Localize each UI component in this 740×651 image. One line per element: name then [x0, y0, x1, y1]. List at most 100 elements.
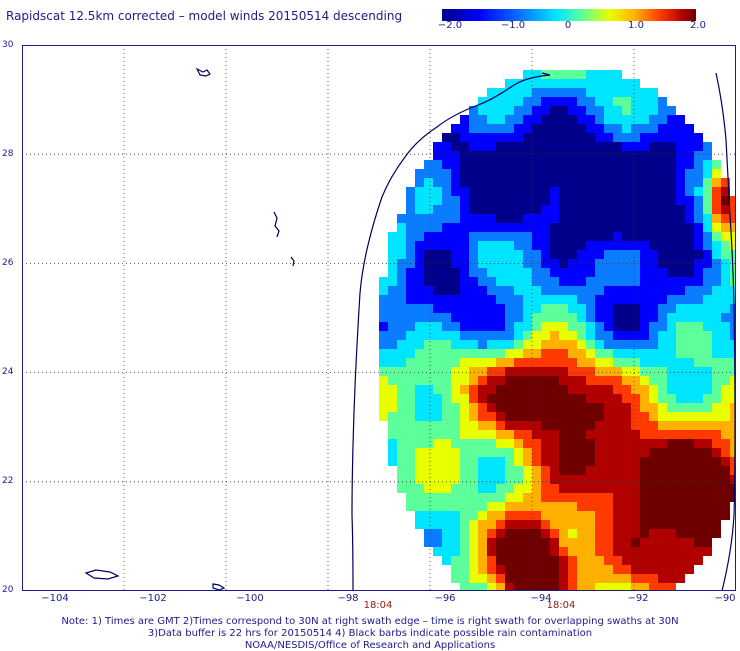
wind-cell: [523, 88, 532, 97]
wind-cell: [595, 493, 604, 502]
wind-cell: [703, 529, 712, 538]
wind-cell: [559, 457, 568, 466]
wind-cell: [604, 565, 613, 574]
wind-cell: [640, 178, 649, 187]
wind-cell: [505, 259, 514, 268]
wind-cell: [658, 277, 667, 286]
wind-cell: [685, 430, 694, 439]
wind-cell: [505, 421, 514, 430]
wind-cell: [694, 331, 703, 340]
wind-cell: [424, 223, 433, 232]
wind-cell: [595, 232, 604, 241]
wind-cell: [559, 475, 568, 484]
wind-cell: [496, 340, 505, 349]
wind-cell: [586, 214, 595, 223]
wind-cell: [478, 421, 487, 430]
wind-cell: [613, 367, 622, 376]
wind-cell: [604, 331, 613, 340]
wind-cell: [541, 511, 550, 520]
wind-cell: [559, 259, 568, 268]
wind-cell: [595, 574, 604, 583]
wind-cell: [613, 304, 622, 313]
wind-cell: [397, 250, 406, 259]
wind-cell: [631, 313, 640, 322]
wind-cell: [523, 268, 532, 277]
wind-cell: [622, 439, 631, 448]
wind-cell: [730, 241, 736, 250]
wind-cell: [613, 556, 622, 565]
wind-cell: [604, 403, 613, 412]
wind-cell: [496, 376, 505, 385]
wind-cell: [514, 466, 523, 475]
wind-cell: [577, 376, 586, 385]
wind-cell: [532, 250, 541, 259]
wind-cell: [658, 439, 667, 448]
wind-cell: [640, 430, 649, 439]
wind-cell: [658, 412, 667, 421]
wind-cell: [595, 286, 604, 295]
wind-cell: [487, 196, 496, 205]
wind-cell: [523, 367, 532, 376]
wind-cell: [568, 88, 577, 97]
wind-cell: [604, 169, 613, 178]
wind-cell: [613, 412, 622, 421]
wind-cell: [730, 295, 736, 304]
wind-cell: [433, 439, 442, 448]
wind-cell: [487, 538, 496, 547]
wind-cell: [415, 286, 424, 295]
wind-cell: [622, 430, 631, 439]
wind-cell: [622, 466, 631, 475]
wind-cell: [388, 367, 397, 376]
wind-cell: [388, 340, 397, 349]
wind-cell: [685, 331, 694, 340]
wind-cell: [649, 295, 658, 304]
wind-cell: [532, 448, 541, 457]
wind-cell: [712, 169, 721, 178]
wind-cell: [397, 484, 406, 493]
wind-cell: [685, 250, 694, 259]
wind-cell: [622, 394, 631, 403]
wind-cell: [586, 277, 595, 286]
wind-cell: [433, 457, 442, 466]
wind-cell: [667, 313, 676, 322]
wind-cell: [631, 520, 640, 529]
wind-cell: [379, 385, 388, 394]
wind-cell: [631, 331, 640, 340]
wind-cell: [388, 250, 397, 259]
wind-cell: [613, 349, 622, 358]
wind-cell: [568, 115, 577, 124]
wind-cell: [712, 187, 721, 196]
wind-cell: [424, 502, 433, 511]
wind-cell: [694, 241, 703, 250]
wind-cell: [622, 538, 631, 547]
wind-cell: [604, 313, 613, 322]
wind-cell: [577, 457, 586, 466]
wind-cell: [460, 205, 469, 214]
wind-cell: [397, 349, 406, 358]
wind-cell: [721, 259, 730, 268]
wind-cell: [721, 277, 730, 286]
wind-cell: [712, 358, 721, 367]
wind-cell: [559, 196, 568, 205]
wind-cell: [685, 439, 694, 448]
wind-cell: [433, 268, 442, 277]
wind-cell: [703, 475, 712, 484]
wind-cell: [415, 376, 424, 385]
wind-cell: [595, 151, 604, 160]
wind-cell: [694, 223, 703, 232]
wind-cell: [505, 574, 514, 583]
wind-cell: [676, 295, 685, 304]
wind-cell: [433, 502, 442, 511]
wind-cell: [460, 241, 469, 250]
wind-cell: [424, 304, 433, 313]
wind-cell: [442, 556, 451, 565]
wind-cell: [388, 241, 397, 250]
wind-cell: [532, 88, 541, 97]
wind-cell: [721, 403, 730, 412]
wind-cell: [703, 268, 712, 277]
wind-cell: [550, 547, 559, 556]
wind-cell: [532, 529, 541, 538]
wind-cell: [694, 421, 703, 430]
wind-cell: [433, 511, 442, 520]
wind-cell: [433, 277, 442, 286]
